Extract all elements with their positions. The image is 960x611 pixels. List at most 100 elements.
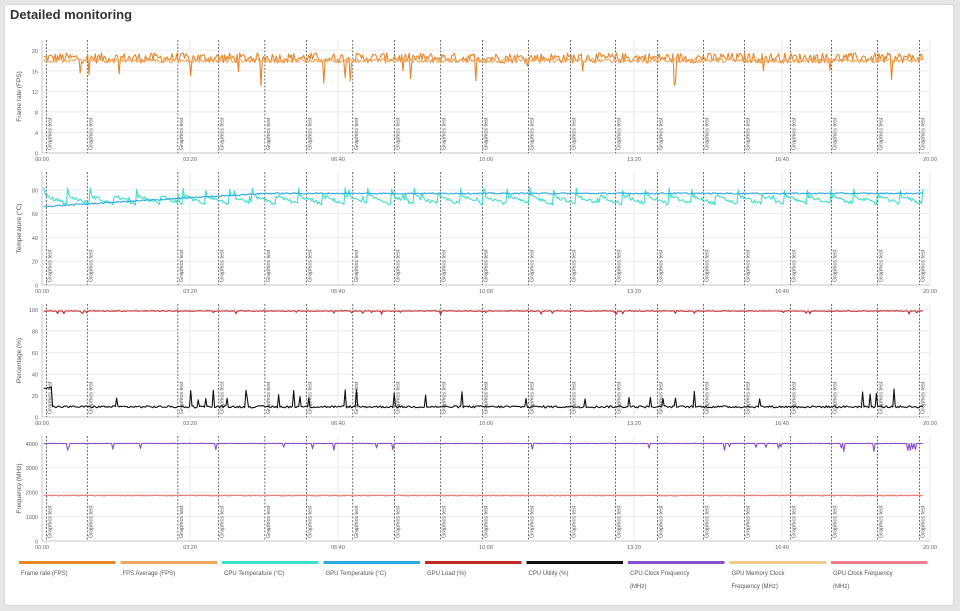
test-marker-label: Graphics test bbox=[920, 505, 926, 538]
y-tick-label: 100 bbox=[29, 308, 38, 314]
x-tick-label: 16:40 bbox=[775, 157, 789, 163]
legend-label: GPU Temperature (°C) bbox=[326, 571, 387, 577]
legend-label: GPU Memory Clock bbox=[732, 571, 786, 577]
test-marker-label: Graphics test bbox=[396, 249, 402, 282]
y-tick-label: 0 bbox=[35, 540, 38, 546]
legend-swatch bbox=[222, 561, 319, 564]
x-tick-label: 00:00 bbox=[35, 289, 49, 295]
legend-swatch bbox=[425, 561, 522, 564]
test-marker-label: Graphics test bbox=[442, 505, 448, 538]
test-marker-label: Graphics test bbox=[617, 505, 623, 538]
legend-swatch bbox=[831, 561, 928, 564]
series-line bbox=[43, 494, 924, 497]
x-tick-label: 06:40 bbox=[331, 545, 345, 551]
x-tick-label: 13:20 bbox=[627, 289, 641, 295]
test-marker-label: Graphics test bbox=[266, 381, 272, 414]
test-marker-label: Graphics test bbox=[47, 505, 53, 538]
test-marker-label: Graphics test bbox=[308, 117, 314, 150]
x-tick-label: 03:20 bbox=[183, 157, 197, 163]
test-marker-label: Graphics test bbox=[220, 505, 226, 538]
legend-swatch bbox=[120, 561, 217, 564]
x-tick-label: 03:20 bbox=[183, 545, 197, 551]
test-marker-label: Graphics test bbox=[745, 505, 751, 538]
test-marker-label: Graphics test bbox=[658, 505, 664, 538]
test-marker-label: Graphics test bbox=[571, 381, 577, 414]
test-marker-label: Graphics test bbox=[47, 117, 53, 150]
x-tick-label: 16:40 bbox=[775, 289, 789, 295]
y-tick-label: 40 bbox=[32, 236, 38, 242]
legend-label: GPU Load (%) bbox=[427, 571, 466, 577]
test-marker-label: Graphics test bbox=[617, 117, 623, 150]
test-marker-label: Graphics test bbox=[658, 381, 664, 414]
test-marker-label: Graphics test bbox=[442, 249, 448, 282]
test-marker-label: Graphics test bbox=[47, 249, 53, 282]
x-tick-label: 20:00 bbox=[923, 421, 937, 427]
chart-panel-2: 0 20 40 60 80 00:00 03:20 06:40 10:00 13:20 16:40 2… bbox=[15, 172, 937, 295]
y-tick-label: 40 bbox=[32, 372, 38, 378]
test-marker-label: Graphics test bbox=[266, 117, 272, 150]
test-marker-label: Graphics test bbox=[88, 505, 94, 538]
test-marker-label: Graphics test bbox=[308, 381, 314, 414]
series-line bbox=[43, 310, 924, 315]
y-tick-label: 0 bbox=[35, 152, 38, 158]
test-marker-label: Graphics test bbox=[266, 249, 272, 282]
test-marker-label: Graphics test bbox=[442, 381, 448, 414]
x-tick-label: 10:00 bbox=[479, 421, 493, 427]
x-tick-label: 13:20 bbox=[627, 421, 641, 427]
test-marker-label: Graphics test bbox=[617, 249, 623, 282]
test-marker-label: Graphics test bbox=[920, 381, 926, 414]
chart-panel-4: 0 1000 2000 3000 4000 00:00 03:20 06:40 10:00 13:… bbox=[16, 436, 937, 551]
test-marker-label: Graphics test bbox=[179, 505, 185, 538]
y-tick-label: 0 bbox=[35, 284, 38, 290]
test-marker-label: Graphics test bbox=[792, 117, 798, 150]
test-marker-label: Graphics test bbox=[483, 505, 489, 538]
test-marker-label: Graphics test bbox=[530, 249, 536, 282]
legend: Frame rate (FPS) FPS Average (FPS) CPU Tem… bbox=[19, 561, 928, 590]
monitoring-panel bbox=[4, 4, 954, 606]
chart-panel-3: 0 20 40 60 80 100 00:00 03:20 06:40 10:00 13:20 16:… bbox=[16, 304, 937, 427]
test-marker-label: Graphics test bbox=[483, 249, 489, 282]
x-tick-label: 16:40 bbox=[775, 421, 789, 427]
y-tick-label: 16 bbox=[32, 69, 38, 75]
x-tick-label: 20:00 bbox=[923, 545, 937, 551]
test-marker-label: Graphics test bbox=[571, 249, 577, 282]
test-marker-label: Graphics test bbox=[220, 117, 226, 150]
test-marker-label: Graphics test bbox=[396, 505, 402, 538]
y-axis-label: Frame rate (FPS) bbox=[16, 71, 23, 122]
y-tick-label: 1000 bbox=[26, 515, 38, 521]
test-marker-label: Graphics test bbox=[571, 117, 577, 150]
test-marker-label: Graphics test bbox=[354, 117, 360, 150]
legend-swatch bbox=[628, 561, 725, 564]
y-tick-label: 8 bbox=[35, 110, 38, 116]
test-marker-label: Graphics test bbox=[879, 505, 885, 538]
test-marker-label: Graphics test bbox=[88, 117, 94, 150]
legend-swatch bbox=[729, 561, 826, 564]
series-line bbox=[43, 57, 924, 64]
y-tick-label: 2000 bbox=[26, 491, 38, 497]
x-tick-label: 00:00 bbox=[35, 421, 49, 427]
series-line bbox=[43, 52, 924, 87]
test-marker-label: Graphics test bbox=[483, 117, 489, 150]
test-marker-label: Graphics test bbox=[442, 117, 448, 150]
legend-label: Frequency (MHz) bbox=[732, 584, 778, 590]
test-marker-label: Graphics test bbox=[396, 381, 402, 414]
legend-label: CPU Temperature (°C) bbox=[224, 571, 284, 577]
x-tick-label: 13:20 bbox=[627, 157, 641, 163]
test-marker-label: Graphics test bbox=[179, 117, 185, 150]
test-marker-label: Graphics test bbox=[832, 117, 838, 150]
x-tick-label: 13:20 bbox=[627, 545, 641, 551]
y-tick-label: 80 bbox=[32, 329, 38, 335]
test-marker-label: Graphics test bbox=[220, 249, 226, 282]
y-tick-label: 20 bbox=[32, 49, 38, 55]
x-tick-label: 06:40 bbox=[331, 289, 345, 295]
test-marker-label: Graphics test bbox=[832, 505, 838, 538]
test-marker-label: Graphics test bbox=[920, 117, 926, 150]
page-title: Detailed monitoring bbox=[10, 7, 133, 22]
test-marker-label: Graphics test bbox=[179, 381, 185, 414]
legend-swatch bbox=[19, 561, 116, 564]
test-marker-label: Graphics test bbox=[530, 505, 536, 538]
legend-label: Frame rate (FPS) bbox=[21, 571, 68, 577]
test-marker-label: Graphics test bbox=[705, 249, 711, 282]
y-tick-label: 3000 bbox=[26, 466, 38, 472]
test-marker-label: Graphics test bbox=[705, 381, 711, 414]
